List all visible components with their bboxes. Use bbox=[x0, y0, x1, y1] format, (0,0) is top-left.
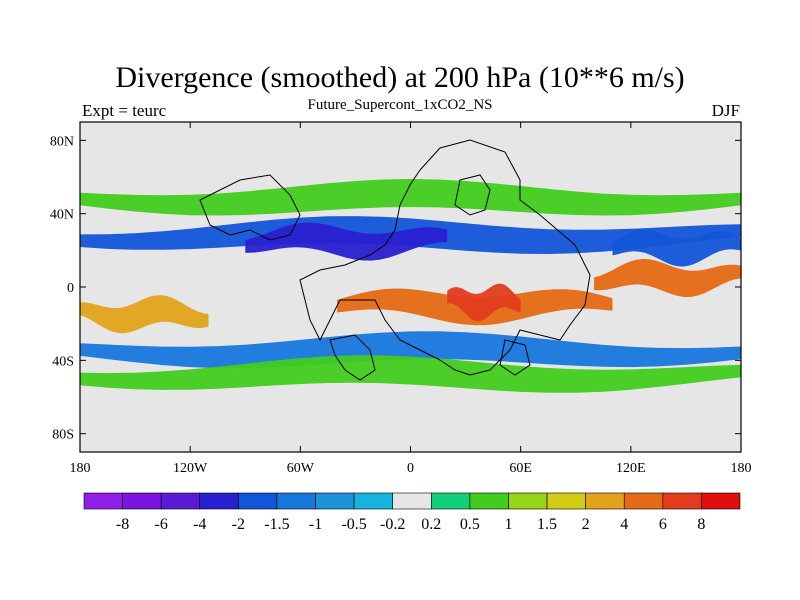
legend-swatch bbox=[430, 492, 471, 510]
y-tick-label: 80S bbox=[52, 428, 74, 443]
season-label: DJF bbox=[711, 101, 740, 120]
legend-swatch bbox=[623, 492, 664, 510]
color-legend: -8 -6 -4 -2 -1.5 -1 -0.5 -0.2 0.2 0.5 1 1.5 2 4 6 8 bbox=[83, 492, 741, 533]
field-band-northeast-convergence bbox=[612, 229, 741, 267]
legend-swatch bbox=[353, 492, 394, 510]
y-tick-label: 80N bbox=[50, 134, 74, 149]
x-tick-label: 0 bbox=[407, 461, 414, 476]
legend-level-label: -0.2 bbox=[380, 516, 405, 533]
legend-level-label: 0.5 bbox=[460, 516, 480, 533]
legend-level-label: -2 bbox=[232, 516, 245, 533]
legend-level-label: -1.5 bbox=[264, 516, 289, 533]
legend-level-label: 0.2 bbox=[421, 516, 441, 533]
legend-level-label: 6 bbox=[659, 516, 667, 533]
legend-level-label: -8 bbox=[116, 516, 129, 533]
x-tick-label: 60E bbox=[509, 461, 532, 476]
y-tick-label: 0 bbox=[67, 281, 74, 296]
legend-level-label: 8 bbox=[697, 516, 705, 533]
y-tick-label: 40S bbox=[52, 354, 74, 369]
map-axes: 180 120W 60W 0 60E 120E 180 80N 40N 0 40S 80S bbox=[50, 122, 752, 476]
field-band-north-central-convergence-core bbox=[245, 222, 448, 261]
legend-level-label: 1 bbox=[504, 516, 512, 533]
x-tick-label: 120W bbox=[173, 461, 208, 476]
legend-swatch bbox=[585, 492, 625, 510]
x-tick-label: 180 bbox=[70, 461, 91, 476]
legend-swatch bbox=[160, 492, 201, 510]
legend-level-label: -1 bbox=[309, 516, 322, 533]
legend-level-label: 4 bbox=[620, 516, 628, 533]
legend-swatch bbox=[122, 492, 162, 510]
field-band-east-pacific-divergence bbox=[594, 258, 741, 298]
field-band-south-pacific-divergence bbox=[80, 295, 209, 334]
y-tick-label: 40N bbox=[50, 208, 74, 223]
legend-swatch bbox=[701, 492, 741, 510]
field-band-equatorial-divergence-core bbox=[447, 283, 521, 322]
legend-swatch bbox=[238, 492, 278, 510]
legend-swatch bbox=[199, 492, 239, 510]
legend-swatch bbox=[392, 492, 432, 510]
map-background bbox=[80, 122, 741, 452]
legend-swatch bbox=[315, 492, 355, 510]
field-band-north-subtropical bbox=[80, 179, 741, 216]
chart-title: Divergence (smoothed) at 200 hPa (10**6 … bbox=[115, 61, 685, 94]
legend-level-label: 2 bbox=[582, 516, 590, 533]
legend-swatch bbox=[508, 492, 548, 510]
legend-swatch bbox=[662, 492, 702, 510]
legend-level-label: -6 bbox=[155, 516, 168, 533]
x-tick-label: 120E bbox=[616, 461, 646, 476]
experiment-label: Expt = teurc bbox=[82, 101, 167, 120]
legend-swatch bbox=[276, 492, 316, 510]
legend-level-label: 1.5 bbox=[537, 516, 557, 533]
legend-swatch bbox=[546, 492, 586, 510]
continent-outlines bbox=[199, 139, 591, 381]
legend-swatch bbox=[469, 492, 509, 510]
legend-level-label: -4 bbox=[193, 516, 206, 533]
x-tick-label: 180 bbox=[731, 461, 752, 476]
field-layer bbox=[80, 179, 741, 393]
legend-swatch bbox=[83, 492, 123, 510]
chart-subtitle: Future_Supercont_1xCO2_NS bbox=[307, 97, 493, 113]
field-band-south-convergence bbox=[80, 331, 741, 369]
x-tick-label: 60W bbox=[287, 461, 315, 476]
field-band-south-subtropical bbox=[80, 355, 741, 393]
legend-level-label: -0.5 bbox=[341, 516, 366, 533]
